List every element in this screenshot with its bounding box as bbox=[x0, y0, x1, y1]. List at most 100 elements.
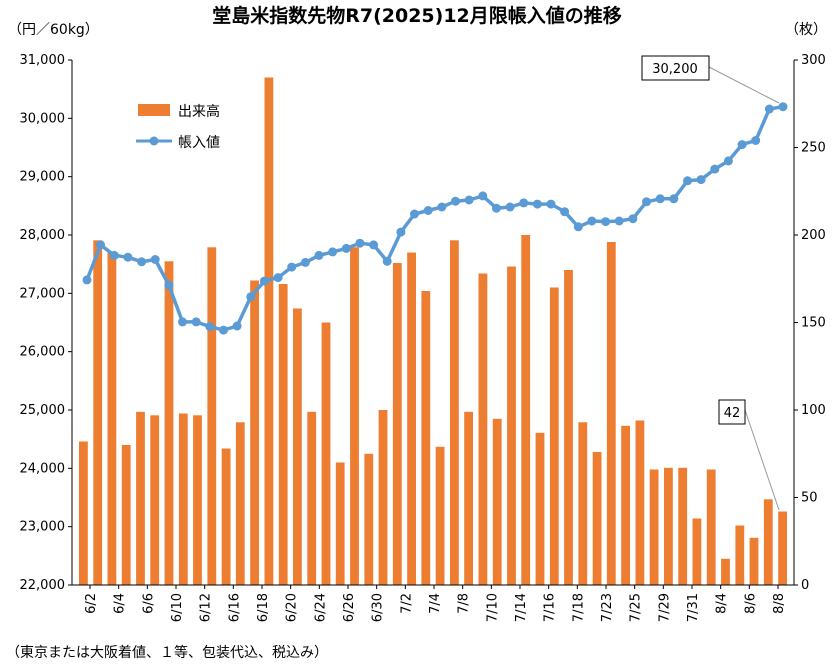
x-tick-label: 6/12 bbox=[199, 593, 214, 622]
legend-bar-label: 出来高 bbox=[178, 103, 220, 120]
volume-bar bbox=[492, 418, 502, 586]
x-tick-label: 6/10 bbox=[170, 593, 185, 622]
volume-bar bbox=[464, 411, 473, 586]
volume-bar bbox=[678, 467, 688, 586]
volume-bar bbox=[235, 422, 245, 586]
volume-bar bbox=[692, 518, 702, 585]
settlement-point bbox=[410, 209, 419, 219]
volume-bar bbox=[278, 284, 288, 585]
x-tick-label: 6/4 bbox=[113, 593, 128, 614]
settlement-point bbox=[369, 240, 379, 250]
y-right-unit: （枚） bbox=[785, 22, 827, 38]
settlement-point bbox=[82, 275, 92, 285]
settlement-line bbox=[82, 102, 788, 335]
x-tick-label: 7/18 bbox=[571, 593, 586, 622]
settlement-point bbox=[478, 191, 488, 201]
settlement-point bbox=[751, 136, 761, 145]
volume-bar bbox=[392, 263, 402, 585]
volume-bar bbox=[136, 411, 145, 586]
settlement-point bbox=[451, 196, 460, 206]
x-tick-label: 7/29 bbox=[657, 593, 672, 622]
x-tick-label: 6/18 bbox=[256, 593, 271, 622]
x-tick-label: 7/4 bbox=[428, 593, 443, 614]
settlement-point bbox=[505, 202, 515, 212]
settlement-point bbox=[464, 195, 474, 205]
x-tick-label: 7/14 bbox=[514, 593, 529, 622]
volume-bars bbox=[79, 77, 787, 586]
volume-bar bbox=[664, 467, 673, 586]
volume-bar bbox=[264, 77, 274, 585]
settlement-point bbox=[96, 240, 106, 250]
x-tick-label: 7/16 bbox=[543, 593, 558, 622]
volume-bar bbox=[706, 469, 716, 585]
settlement-point bbox=[723, 156, 733, 166]
x-tick-label: 7/31 bbox=[686, 593, 701, 622]
volume-bar bbox=[164, 261, 174, 586]
settlement-point bbox=[696, 175, 706, 185]
callout-last-price-text: 30,200 bbox=[652, 62, 698, 77]
x-tick-label: 6/2 bbox=[84, 593, 99, 614]
settlement-point bbox=[382, 256, 392, 266]
volume-bar bbox=[421, 291, 431, 585]
y-left-tick-label: 27,000 bbox=[20, 286, 66, 301]
x-tick-label: 6/26 bbox=[342, 593, 357, 622]
volume-bar bbox=[364, 453, 374, 586]
y-right-tick-label: 100 bbox=[801, 403, 826, 418]
x-tick-label: 6/6 bbox=[141, 593, 156, 614]
x-tick-label: 7/25 bbox=[629, 593, 644, 622]
x-tick-label: 7/8 bbox=[457, 593, 472, 614]
settlement-point bbox=[642, 197, 651, 207]
y-left-tick-label: 25,000 bbox=[20, 403, 66, 418]
volume-bar bbox=[535, 432, 545, 586]
volume-bar bbox=[478, 273, 488, 585]
volume-bar bbox=[763, 499, 773, 586]
settlement-point bbox=[669, 194, 679, 204]
volume-bar bbox=[721, 558, 730, 586]
y-left-tick-label: 24,000 bbox=[20, 461, 66, 476]
settlement-point bbox=[191, 317, 201, 327]
settlement-point bbox=[123, 252, 133, 262]
volume-bar bbox=[521, 235, 531, 585]
volume-bar bbox=[79, 441, 88, 585]
volume-bar bbox=[649, 469, 659, 585]
volume-bar bbox=[549, 287, 559, 585]
y-right-ticks: 0 50 100 150 200 250 300 bbox=[794, 53, 826, 593]
volume-bar bbox=[321, 322, 331, 585]
x-tick-label: 7/10 bbox=[485, 593, 500, 622]
volume-bar bbox=[350, 247, 359, 586]
volume-bar bbox=[307, 411, 317, 586]
x-tick-label: 8/6 bbox=[743, 593, 758, 614]
callout-last-volume-text: 42 bbox=[724, 406, 741, 421]
legend: 出来高 帳入値 bbox=[127, 94, 247, 160]
volume-bar bbox=[592, 452, 602, 585]
settlement-point bbox=[259, 276, 269, 286]
volume-bar bbox=[749, 537, 759, 586]
settlement-point bbox=[546, 199, 556, 209]
footnote: （東京または大阪着値、１等、包装代込、税込み） bbox=[6, 644, 328, 661]
y-left-tick-label: 28,000 bbox=[20, 228, 66, 243]
volume-bar bbox=[564, 270, 573, 585]
y-right-tick-label: 50 bbox=[801, 491, 818, 506]
settlement-point bbox=[205, 322, 215, 332]
volume-bar bbox=[193, 415, 202, 586]
settlement-point bbox=[655, 194, 665, 204]
chart-title: 堂島米指数先物R7(2025)12月限帳入値の推移 bbox=[212, 4, 622, 27]
x-tick-label: 7/2 bbox=[399, 593, 414, 614]
volume-bar bbox=[107, 252, 117, 585]
volume-bar bbox=[435, 446, 445, 586]
settlement-point bbox=[328, 247, 338, 257]
volume-bar bbox=[450, 240, 459, 586]
settlement-point bbox=[573, 222, 583, 232]
settlement-point bbox=[532, 199, 542, 209]
volume-bar bbox=[93, 240, 103, 586]
legend-line-label: 帳入値 bbox=[178, 135, 220, 151]
y-right-tick-label: 0 bbox=[801, 578, 809, 593]
settlement-line-path bbox=[85, 104, 784, 332]
x-tick-label: 6/16 bbox=[227, 593, 242, 622]
settlement-point bbox=[341, 243, 351, 253]
settlement-point bbox=[109, 250, 119, 260]
y-left-ticks: 22,000 23,000 24,000 25,000 26,000 27,000 28,0… bbox=[20, 53, 72, 593]
settlement-point bbox=[232, 321, 242, 331]
x-tick-label: 6/20 bbox=[285, 593, 300, 622]
y-right-tick-label: 200 bbox=[801, 228, 826, 243]
